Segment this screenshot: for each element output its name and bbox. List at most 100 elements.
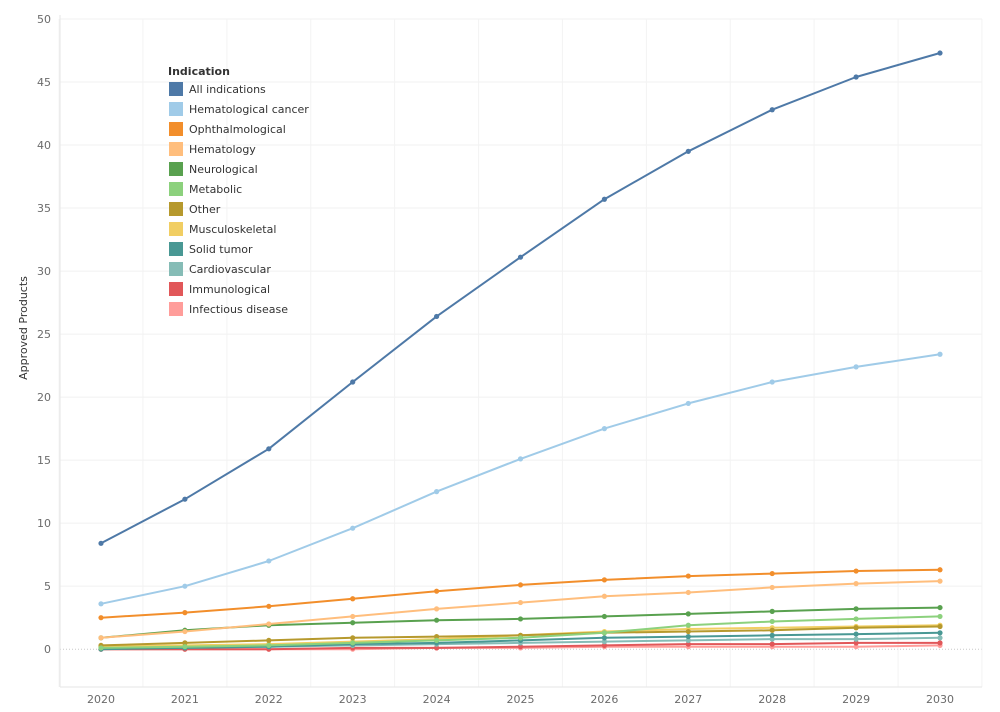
data-point [685,148,691,154]
legend-label: Solid tumor [189,243,253,256]
legend-item: Metabolic [169,182,242,196]
legend-label: Immunological [189,283,270,296]
legend-swatch [169,182,183,196]
data-point [266,642,272,649]
x-tick-label: 2027 [674,693,702,706]
data-point [266,446,272,452]
data-point [685,641,691,647]
data-point [350,379,356,385]
y-tick-label: 35 [37,202,51,215]
legend-item: Hematological cancer [169,102,309,116]
data-point [853,625,859,631]
data-point [853,364,859,370]
legend-swatch [169,122,183,136]
data-point [601,577,608,583]
data-point [601,196,608,202]
legend-label: Ophthalmological [189,123,286,136]
data-point [434,633,440,640]
legend-swatch [169,162,183,176]
data-point [98,601,104,607]
x-tick-label: 2028 [758,693,786,706]
data-point [853,74,859,80]
data-point [853,644,859,650]
data-point [98,645,104,651]
y-tick-label: 15 [37,454,51,467]
data-point [182,640,188,646]
data-point [182,496,188,502]
data-point [853,640,859,646]
data-point [601,639,608,645]
data-point [853,616,859,622]
data-point [266,637,272,643]
legend-swatch [169,282,183,296]
data-point [517,456,524,462]
data-point [685,622,691,628]
legend-label: Metabolic [189,183,242,196]
legend-swatch [169,82,183,96]
data-point [685,628,691,635]
gridlines [58,18,983,687]
legend-label: Hematology [189,143,256,156]
x-tick-label: 2021 [171,693,199,706]
data-point [853,581,859,587]
data-point [98,540,104,546]
legend-swatch [169,102,183,116]
legend-item: Infectious disease [169,302,288,316]
data-point [937,567,943,573]
legend-swatch [169,202,183,216]
data-point [601,642,608,649]
y-tick-label: 5 [44,580,51,593]
data-point [98,615,104,621]
legend-label: Musculoskeletal [189,223,276,236]
legend-swatch [169,262,183,276]
legend-label: Infectious disease [189,303,288,316]
legend-item: Musculoskeletal [169,222,276,236]
data-point [266,621,272,627]
legend-item: Ophthalmological [169,122,286,136]
data-point [434,617,440,623]
data-point [517,644,524,650]
x-tick-label: 2020 [87,693,115,706]
legend-swatch [169,302,183,316]
legend-label: Other [189,203,221,216]
data-point [937,50,943,56]
data-point [182,583,188,589]
x-tick-label: 2023 [339,693,367,706]
data-point [685,400,691,407]
data-point [350,635,356,641]
legend-label: Cardiovascular [189,263,271,276]
data-point [517,616,524,622]
data-point [937,613,943,620]
data-point [769,379,775,385]
data-point [266,558,272,564]
legend-item: All indications [169,82,266,96]
data-point [182,610,188,616]
y-tick-label: 30 [37,265,51,278]
data-point [517,599,524,606]
data-point [769,608,775,614]
data-point [769,641,775,647]
x-tick-label: 2026 [590,693,618,706]
data-point [517,254,524,260]
data-point [937,630,943,636]
data-point [601,613,608,620]
legend-item: Other [169,202,221,216]
data-point [434,637,440,643]
data-point [685,573,691,579]
data-point [350,613,356,620]
data-point [769,636,775,642]
legend-label: Neurological [189,163,258,176]
data-point [434,489,440,495]
legend: Indication All indications Hematological … [168,65,309,316]
data-point [434,606,440,612]
data-point [182,644,188,650]
data-point [769,584,775,591]
data-point [350,525,356,531]
series-ophthalmological [98,567,943,621]
data-point [769,618,775,625]
x-tick-label: 2024 [423,693,451,706]
data-point [350,596,356,602]
data-point [434,645,440,651]
x-tick-label: 2029 [842,693,870,706]
